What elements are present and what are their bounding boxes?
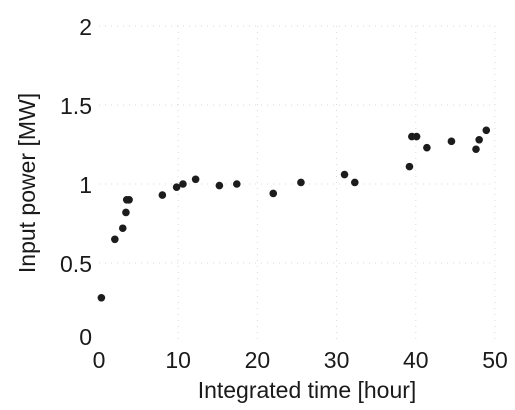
data-point: [179, 180, 187, 188]
x-axis-label: Integrated time [hour]: [198, 377, 417, 403]
data-point: [125, 196, 133, 204]
data-point: [233, 180, 241, 188]
data-point: [118, 224, 127, 233]
data-point: [472, 145, 480, 154]
data-point: [475, 135, 483, 144]
data-point: [158, 191, 167, 199]
data-point: [111, 235, 119, 244]
y-tick-label: 0: [79, 324, 92, 350]
data-point: [405, 162, 414, 171]
x-tick-label: 40: [403, 347, 429, 373]
y-axis-label: Input power [MW]: [14, 93, 40, 273]
data-point: [97, 293, 106, 302]
data-point: [269, 189, 278, 198]
data-point: [351, 178, 359, 187]
grid-lines: [99, 25, 496, 342]
x-tick-label: 10: [165, 347, 191, 373]
data-point: [423, 143, 431, 152]
y-tick-label: 0.5: [60, 251, 92, 277]
data-point: [340, 170, 349, 179]
data-point: [297, 178, 305, 187]
x-tick-label: 20: [245, 347, 271, 373]
data-point: [447, 137, 456, 146]
data-point: [172, 183, 181, 191]
data-points: [97, 126, 491, 302]
data-point: [412, 132, 421, 141]
data-point: [215, 181, 224, 190]
x-tick-label: 30: [324, 347, 350, 373]
x-tick-label: 50: [482, 347, 508, 373]
y-tick-label: 2: [79, 14, 92, 40]
data-point: [191, 175, 200, 184]
data-point: [122, 208, 130, 217]
y-tick-label: 1.5: [60, 93, 92, 119]
y-tick-label: 1: [79, 172, 92, 198]
data-point: [482, 126, 491, 135]
tick-labels: 00.511.520 10 20 30 40 50: [60, 14, 508, 373]
x-tick-label: 0: [93, 347, 106, 373]
